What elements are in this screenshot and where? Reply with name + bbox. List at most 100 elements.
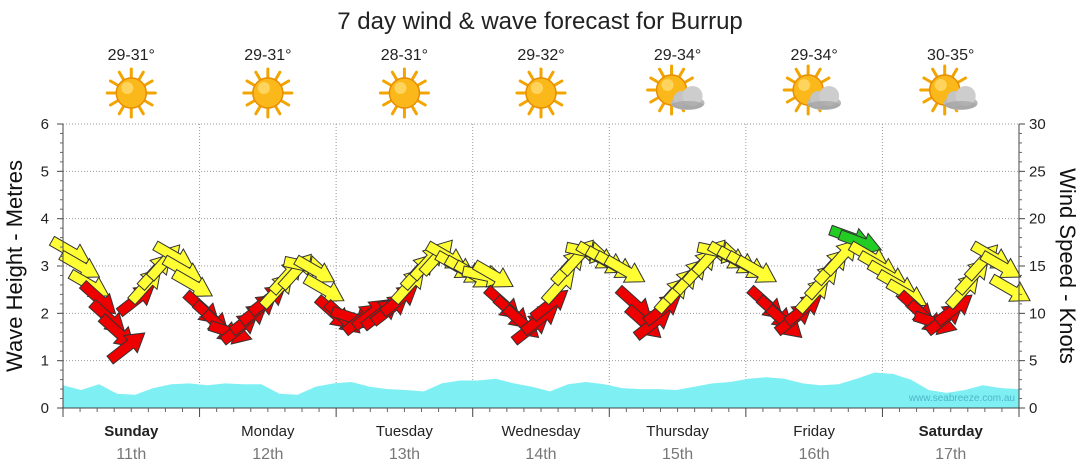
day-date: 11th — [116, 446, 146, 463]
chart-title: 7 day wind & wave forecast for Burrup — [337, 8, 743, 35]
left-tick-label: 6 — [41, 116, 49, 133]
right-tick-label: 5 — [1029, 353, 1037, 370]
sun-highlight — [798, 79, 811, 91]
day-date: 17th — [935, 446, 966, 463]
day-labels: Sunday 11th Monday 12th Tuesday 13th Wednesday… — [104, 423, 983, 463]
day-name: Tuesday — [376, 423, 433, 440]
wind-arrow-shape — [170, 268, 214, 297]
right-tick-label: 0 — [1029, 400, 1037, 417]
left-tick-label: 2 — [41, 305, 49, 322]
cloud-shadow — [808, 101, 841, 109]
sun-ray — [518, 99, 529, 107]
plot-grid — [63, 123, 1019, 408]
wind-arrow-shape — [603, 254, 646, 283]
sun-icon — [105, 67, 157, 119]
sun-ray — [785, 76, 796, 84]
sun-ray — [254, 105, 262, 116]
axes: 0 1 2 3 4 5 6 0 5 10 15 20 25 30 — [41, 116, 1046, 417]
sun-ray — [814, 67, 822, 78]
day-name: Saturday — [919, 423, 984, 440]
temperature-range: 28-31° — [381, 47, 428, 64]
sun-ray — [382, 79, 393, 87]
temperature-range: 29-31° — [108, 47, 155, 64]
temperature-range: 29-31° — [244, 47, 291, 64]
left-tick-label: 1 — [41, 353, 49, 370]
day-date: 15th — [662, 446, 693, 463]
right-tick-label: 30 — [1029, 116, 1046, 133]
wind-arrow — [734, 254, 778, 283]
wind-arrow — [170, 268, 214, 297]
wind-arrow — [979, 249, 1022, 279]
sun-ray — [527, 105, 535, 116]
sun-icon — [242, 67, 294, 119]
sun-ray — [245, 99, 256, 107]
sun-ray — [931, 102, 939, 113]
wind-arrow — [106, 332, 146, 365]
sun-ray — [143, 99, 154, 107]
day-name: Friday — [793, 423, 835, 440]
sun-highlight — [257, 82, 270, 94]
sun-highlight — [394, 82, 407, 94]
sun-ray — [410, 70, 418, 81]
sun-ray — [245, 79, 256, 87]
sun-ray — [108, 79, 119, 87]
sun-ray — [658, 102, 666, 113]
day-name: Sunday — [104, 423, 159, 440]
wind-series — [48, 224, 1031, 365]
sun-ray — [683, 76, 694, 84]
sun-ray — [280, 99, 291, 107]
sun-ray — [390, 70, 398, 81]
sun-ray — [274, 70, 282, 81]
watermark: www.seabreeze.com.au — [908, 393, 1015, 404]
cloud-shadow — [671, 101, 704, 109]
temperature-range: 29-34° — [654, 47, 701, 64]
sun-ray — [649, 96, 660, 104]
sun-ray — [137, 70, 145, 81]
sun-ray — [658, 67, 666, 78]
partly-cloudy-icon — [646, 64, 705, 116]
sun-ray — [280, 79, 291, 87]
left-tick-label: 4 — [41, 211, 49, 228]
partly-cloudy-icon — [782, 64, 842, 116]
wind-arrow — [603, 254, 646, 283]
wind-arrow-shape — [293, 254, 336, 283]
left-tick-label: 5 — [41, 163, 49, 180]
temperature-range: 30-35° — [927, 47, 974, 64]
sun-ray — [547, 70, 555, 81]
day-date: 12th — [252, 446, 283, 463]
sun-disc — [525, 77, 557, 109]
right-tick-label: 20 — [1029, 211, 1046, 228]
sun-rays — [105, 67, 157, 119]
sun-highlight — [934, 79, 947, 91]
sun-ray — [254, 70, 262, 81]
day-name: Monday — [241, 423, 295, 440]
temperature-range: 29-34° — [790, 47, 837, 64]
sun-ray — [137, 105, 145, 116]
day-name: Thursday — [646, 423, 709, 440]
sun-ray — [274, 105, 282, 116]
sun-ray — [649, 76, 660, 84]
cloud-shape — [807, 86, 842, 110]
cloud-shape — [670, 86, 705, 110]
sun-ray — [390, 105, 398, 116]
sun-ray — [951, 67, 959, 78]
sun-highlight — [531, 82, 543, 94]
sun-ray — [553, 99, 564, 107]
sun-disc — [388, 77, 421, 109]
sun-icon — [378, 67, 430, 119]
cloud-shadow — [944, 101, 977, 109]
sun-ray — [117, 105, 125, 116]
sun-ray — [794, 102, 802, 113]
sun-ray — [117, 70, 125, 81]
sun-ray — [527, 70, 535, 81]
sun-ray — [416, 99, 427, 107]
day-name: Wednesday — [502, 423, 581, 440]
sun-ray — [957, 76, 968, 84]
wind-arrow-shape — [471, 259, 514, 288]
sun-ray — [382, 99, 393, 107]
sun-rays — [378, 67, 430, 119]
sun-ray — [143, 79, 154, 87]
wave-height-area — [63, 372, 1019, 408]
sun-rays — [242, 67, 294, 119]
